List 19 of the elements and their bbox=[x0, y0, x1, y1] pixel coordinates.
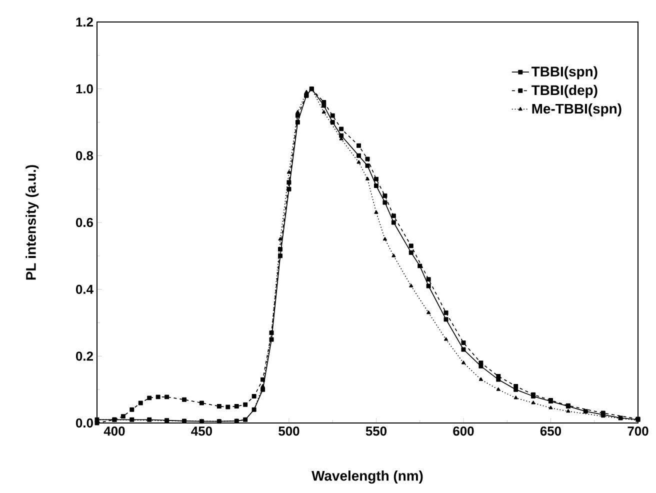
legend-label: TBBI(spn) bbox=[532, 66, 598, 80]
legend-label: TBBI(dep) bbox=[532, 84, 598, 98]
y-tick-label: 1.2 bbox=[76, 17, 93, 27]
x-axis-title: Wavelength (nm) bbox=[312, 470, 423, 484]
y-tick-label: 1.0 bbox=[76, 84, 93, 94]
y-tick-label: 0.4 bbox=[76, 284, 94, 294]
y-tick-label: 0.0 bbox=[76, 418, 93, 428]
x-tick-label: 500 bbox=[278, 426, 300, 436]
x-tick-label: 450 bbox=[191, 426, 212, 436]
y-tick-label: 0.2 bbox=[76, 352, 93, 361]
x-tick-label: 650 bbox=[540, 426, 562, 436]
x-tick-label: 600 bbox=[453, 426, 474, 436]
y-tick-label: 0.6 bbox=[76, 218, 94, 228]
x-tick-label: 550 bbox=[366, 426, 386, 436]
legend-label: Me-TBBI(spn) bbox=[532, 103, 622, 116]
y-axis-title: PL intensity (a.u.) bbox=[26, 165, 39, 280]
x-tick-label: 700 bbox=[628, 426, 648, 436]
y-tick-label: 0.8 bbox=[76, 151, 94, 160]
x-tick-label: 400 bbox=[104, 426, 125, 436]
